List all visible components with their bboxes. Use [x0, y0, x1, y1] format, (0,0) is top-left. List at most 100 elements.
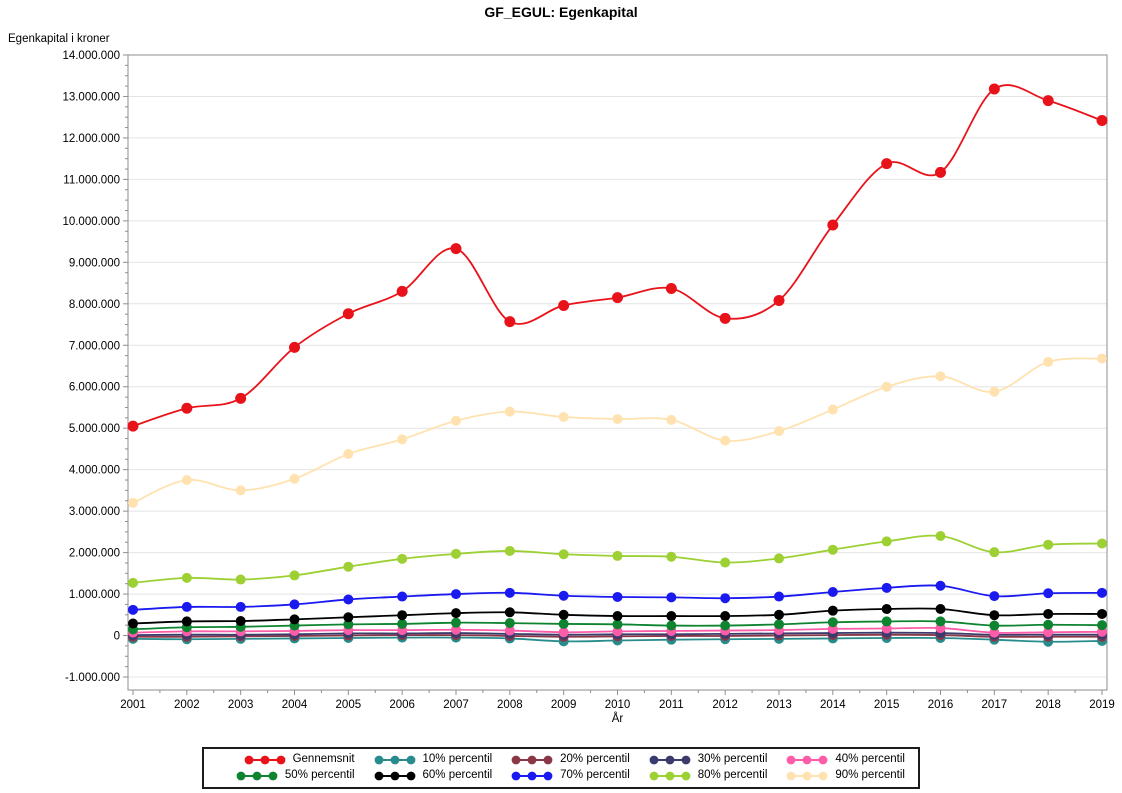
x-tick-label: 2015 [874, 699, 900, 711]
data-point [504, 625, 515, 636]
chart-title: GF_EGUL: Egenkapital [484, 4, 638, 20]
data-point [235, 616, 246, 627]
x-tick-label: 2001 [120, 699, 146, 711]
data-point [181, 601, 192, 612]
data-point [397, 610, 408, 621]
data-point [989, 386, 1000, 397]
legend-marker-icon [511, 771, 553, 780]
data-point [935, 371, 946, 382]
series-gennemsnit [127, 83, 1108, 432]
data-point [774, 426, 784, 437]
y-tick-label: 2.000.000 [69, 548, 120, 560]
legend-label: Gennemsnit [292, 753, 355, 765]
x-tick-label: 2011 [659, 699, 684, 711]
legend-label: 40% percentil [835, 753, 905, 765]
data-point [558, 618, 569, 629]
data-point [343, 594, 354, 605]
data-point [1043, 619, 1054, 630]
data-point [235, 601, 246, 612]
data-point [289, 570, 300, 581]
data-point [881, 616, 892, 627]
data-point [181, 616, 192, 627]
data-point [343, 448, 354, 459]
x-tick-label: 2016 [928, 699, 954, 711]
data-point [451, 548, 461, 559]
data-point [289, 599, 300, 610]
data-point [397, 434, 408, 445]
legend-label: 80% percentil [697, 769, 768, 781]
legend-label: 70% percentil [560, 769, 630, 781]
data-point [1043, 539, 1054, 550]
data-point [504, 545, 515, 556]
data-point [666, 592, 677, 603]
data-point [396, 285, 408, 297]
data-point [1097, 538, 1107, 549]
data-point [504, 406, 515, 417]
data-point [1096, 115, 1108, 127]
series-40-percentil [128, 623, 1107, 638]
data-point [612, 619, 623, 630]
legend-item: 70% percentil [492, 768, 630, 783]
y-tick-label: 3.000.000 [69, 506, 120, 518]
data-point [451, 617, 461, 628]
data-point [289, 473, 300, 484]
data-point [989, 627, 1000, 638]
data-point [343, 619, 354, 630]
x-tick-label: 2002 [174, 699, 200, 711]
legend-marker-icon [374, 771, 415, 780]
legend-item: 20% percentil [492, 752, 630, 767]
data-point [989, 591, 1000, 602]
legend-marker-icon [511, 755, 553, 764]
y-tick-label: 12.000.000 [62, 133, 120, 145]
legend-marker-icon [374, 755, 415, 764]
legend-item: 50% percentil [217, 768, 355, 783]
data-point [342, 308, 354, 320]
data-point [935, 616, 946, 627]
data-point [881, 582, 892, 593]
legend-label: 20% percentil [560, 753, 630, 765]
data-point [181, 475, 192, 486]
data-point [1097, 587, 1107, 598]
data-point [181, 402, 193, 414]
data-point [720, 557, 731, 568]
data-point [558, 412, 569, 423]
data-point [558, 609, 569, 620]
data-point [612, 414, 623, 425]
data-point [720, 620, 731, 631]
data-point [827, 617, 838, 628]
data-point [881, 158, 893, 170]
legend-marker-icon [236, 771, 278, 780]
data-point [235, 485, 246, 496]
y-tick-label: 5.000.000 [69, 423, 120, 435]
series-line [132, 84, 1103, 427]
series-60-percentil [128, 603, 1107, 629]
legend-item: 40% percentil [767, 752, 905, 767]
legend-item: 60% percentil [355, 768, 492, 783]
data-point [451, 624, 461, 635]
data-point [612, 550, 623, 561]
data-point [774, 591, 784, 602]
data-point [128, 604, 138, 615]
legend-item: 10% percentil [355, 752, 493, 767]
data-point [558, 549, 569, 560]
y-axis-title: Egenkapital i kroner [8, 33, 110, 45]
data-point [989, 610, 1000, 621]
x-axis-title: År [611, 713, 624, 725]
legend-marker-icon [649, 755, 691, 764]
data-point [1043, 356, 1054, 367]
x-tick-label: 2005 [336, 699, 362, 711]
axes: 14.000.000 13.000.000 12.000.000 11.000.000… [62, 50, 1114, 711]
series-70-percentil [128, 580, 1107, 615]
data-point [720, 593, 731, 604]
data-point [451, 415, 461, 426]
legend-item: Gennemsnit [217, 752, 355, 767]
x-tick-label: 2007 [443, 699, 469, 711]
legend-label: 10% percentil [422, 753, 493, 765]
data-point [1042, 95, 1054, 107]
legend-marker-icon [244, 755, 285, 764]
x-tick-label: 2019 [1089, 699, 1115, 711]
data-point [128, 497, 138, 508]
data-point [827, 219, 839, 231]
data-point [504, 607, 515, 618]
data-point [612, 591, 623, 602]
